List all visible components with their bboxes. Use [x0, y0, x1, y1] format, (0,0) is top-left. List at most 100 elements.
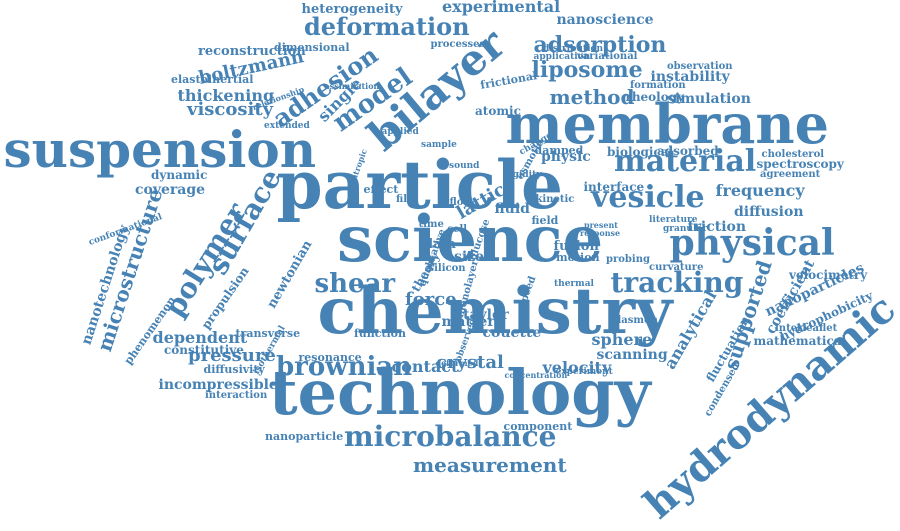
- word-particle: particle: [276, 146, 564, 224]
- word-incompressible: incompressible: [158, 377, 278, 393]
- word-applied: applied: [381, 126, 419, 137]
- word-force: force: [405, 289, 457, 310]
- word-adsorbed: adsorbed: [657, 144, 719, 158]
- word-taylor: taylor: [463, 307, 509, 323]
- word-dimensional: dimensional: [274, 40, 350, 54]
- word-nanoparticle: nanoparticle: [265, 429, 344, 443]
- word-spectroscopy: spectroscopy: [756, 157, 844, 171]
- word-component: component: [503, 419, 573, 433]
- word-science: science: [337, 202, 604, 277]
- word-microbalance: microbalance: [344, 420, 557, 453]
- word-probing: probing: [606, 254, 650, 265]
- word-rigidity: rigidity: [504, 169, 542, 180]
- word-interface: interface: [583, 180, 645, 194]
- word-sphere: sphere: [591, 330, 653, 349]
- word-cholesterol: cholesterol: [761, 149, 825, 160]
- word-sound: sound: [449, 160, 480, 171]
- word-friction: friction: [687, 219, 747, 235]
- word-simulation: simulation: [667, 91, 751, 107]
- word-interaction: interaction: [205, 390, 268, 401]
- word-pressure: pressure: [188, 345, 276, 366]
- word-diffusion: diffusion: [734, 204, 804, 220]
- word-fusion: fusion: [553, 238, 599, 254]
- word-vesicle: vesicle: [591, 180, 705, 215]
- word-cell: cell: [447, 224, 468, 235]
- word-method: method: [549, 85, 635, 109]
- word-transverse: transverse: [235, 326, 301, 340]
- word-thermal: thermal: [554, 278, 594, 289]
- word-suspension: suspension: [3, 120, 317, 179]
- word-present: present: [584, 220, 619, 230]
- word-instability: instability: [650, 69, 730, 85]
- word-nanoscience: nanoscience: [556, 12, 654, 28]
- word-rheology: rheology: [625, 90, 685, 104]
- word-application: application: [533, 51, 591, 62]
- word-newtonian: newtonian: [264, 237, 316, 311]
- word-deformation: deformation: [304, 12, 470, 41]
- word-scanning: scanning: [596, 347, 668, 363]
- word-granular: granular: [663, 223, 707, 234]
- word-kinetic: kinetic: [535, 194, 575, 205]
- word-concentration: concentration: [504, 370, 568, 380]
- word-curvature: curvature: [649, 262, 704, 273]
- word-data: data: [424, 236, 456, 252]
- word-tracking: tracking: [610, 266, 744, 299]
- word-damped: damped: [534, 143, 584, 157]
- word-mathematical: mathematical: [753, 334, 847, 348]
- word-plasmon: plasmon: [610, 315, 658, 326]
- word-distribution: distribution: [543, 43, 604, 54]
- word-viscosity: viscosity: [187, 99, 274, 120]
- word-variational: variational: [577, 51, 638, 62]
- word-technology: technology: [269, 356, 651, 429]
- word-deformed: deformed: [435, 358, 479, 368]
- word-effect: effect: [363, 182, 399, 196]
- word-atomic: atomic: [475, 104, 521, 118]
- word-constitutive: constitutive: [164, 343, 244, 357]
- word-adsorption: adsorption: [533, 32, 667, 58]
- word-fluid: fluid: [494, 201, 530, 217]
- word-biological: biological: [607, 145, 674, 159]
- word-shear: shear: [314, 269, 396, 299]
- word-dependent: dependent: [152, 328, 248, 347]
- word-observation: observation: [667, 61, 733, 72]
- word-physical: physical: [669, 222, 835, 264]
- word-extended: extended: [264, 120, 310, 131]
- word-matter: matter: [441, 314, 495, 330]
- word-heterogeneity: heterogeneity: [301, 1, 403, 17]
- word-coverage: coverage: [135, 182, 206, 198]
- word-velocimetry: velocimetry: [789, 268, 868, 282]
- word-processes: processes: [430, 39, 486, 50]
- word-silicon: silicon: [428, 263, 466, 274]
- word-chemistry: chemistry: [317, 274, 673, 349]
- word-literature: literature: [649, 214, 698, 225]
- word-measurement: measurement: [413, 453, 567, 477]
- word-response: response: [580, 228, 621, 238]
- word-interleaflet: interleaflet: [775, 323, 838, 334]
- word-field: field: [531, 213, 559, 227]
- word-size: size: [454, 249, 485, 265]
- word-agreement: agreement: [760, 169, 821, 180]
- word-couette: couette: [482, 325, 542, 341]
- word-dynamic: dynamic: [151, 168, 208, 182]
- word-membrane: membrane: [505, 92, 829, 156]
- word-assimilation: assimilation: [324, 81, 380, 91]
- word-function: function: [354, 326, 407, 340]
- word-liposome: liposome: [531, 57, 643, 83]
- word-elastoinertial: elastoinertial: [171, 72, 254, 86]
- word-velocity: velocity: [542, 358, 612, 377]
- word-physic: physic: [541, 149, 591, 165]
- word-brownian: brownian: [276, 352, 413, 382]
- word-frequency: frequency: [715, 181, 805, 200]
- word-motion: motion: [556, 250, 600, 264]
- word-flow: flow: [449, 197, 473, 208]
- word-formation: formation: [630, 80, 686, 91]
- word-experimental: experimental: [442, 0, 561, 16]
- word-material: material: [614, 144, 757, 179]
- word-experiment: experiment: [555, 366, 613, 377]
- word-resonance: resonance: [298, 350, 362, 364]
- word-sample: sample: [421, 139, 457, 150]
- word-diffusivity: diffusivity: [203, 362, 265, 376]
- word-crystal: crystal: [436, 352, 504, 373]
- word-film: film: [396, 194, 418, 205]
